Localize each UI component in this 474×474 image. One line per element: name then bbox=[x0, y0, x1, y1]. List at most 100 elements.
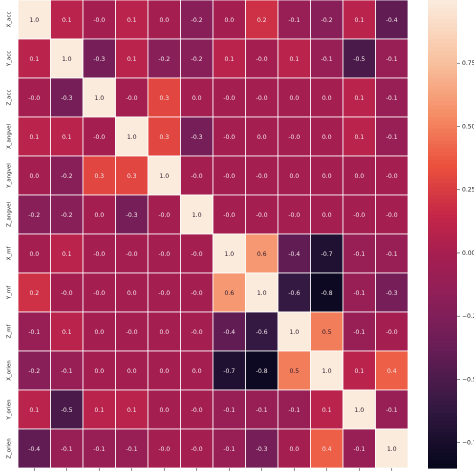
colorbar-band bbox=[428, 0, 457, 5]
colorbar-band bbox=[428, 448, 457, 453]
cell-value-label: 0.0 bbox=[94, 329, 104, 336]
colorbar-band bbox=[428, 23, 457, 28]
cell-value-label: -0.2 bbox=[158, 56, 170, 63]
row-label: Z_mf bbox=[7, 324, 13, 339]
row-label: X_mf bbox=[7, 246, 13, 261]
heatmap-cell bbox=[245, 0, 279, 40]
colorbar-band bbox=[428, 444, 457, 450]
cell-value-label: -0.1 bbox=[288, 407, 300, 414]
cell-value-label: 0.0 bbox=[94, 368, 104, 375]
colorbar-band bbox=[428, 74, 457, 79]
cell-value-label: -0.1 bbox=[61, 446, 73, 453]
colorbar-band bbox=[428, 97, 457, 102]
colorbar-band bbox=[428, 409, 457, 414]
colorbar-band bbox=[428, 370, 457, 375]
heatmap-cell bbox=[180, 311, 214, 352]
cell-value-label: 0.1 bbox=[354, 17, 364, 24]
cell-value-label: 0.0 bbox=[192, 95, 202, 102]
cell-value-label: 0.1 bbox=[289, 56, 299, 63]
heatmap-cell bbox=[50, 0, 84, 40]
heatmap-cell bbox=[310, 311, 344, 352]
cell-value-label: -0.0 bbox=[191, 329, 203, 336]
cell-value-label: -0.3 bbox=[61, 95, 73, 102]
cell-value-label: 1.0 bbox=[62, 56, 72, 63]
colorbar-band bbox=[428, 312, 457, 317]
cell-value-label: 1.0 bbox=[127, 134, 137, 141]
cell-value-label: -0.1 bbox=[353, 329, 365, 336]
heatmap-cell bbox=[115, 194, 149, 235]
heatmap-cell bbox=[375, 233, 409, 274]
heatmap-cell bbox=[82, 428, 116, 469]
colorbar-band bbox=[428, 11, 457, 17]
colorbar-band bbox=[428, 218, 457, 223]
heatmap-cell bbox=[310, 350, 344, 391]
heatmap-cell bbox=[180, 428, 214, 469]
heatmap-cell bbox=[180, 38, 214, 79]
heatmap-cell bbox=[82, 311, 116, 352]
colorbar-band bbox=[428, 417, 457, 422]
colorbar-band bbox=[428, 226, 457, 231]
heatmap-cell bbox=[342, 272, 376, 313]
colorbar-band bbox=[428, 292, 457, 297]
cell-value-label: 0.0 bbox=[159, 368, 169, 375]
colorbar-band bbox=[428, 35, 457, 40]
cell-value-label: 0.0 bbox=[159, 17, 169, 24]
heatmap-cell bbox=[115, 428, 149, 469]
colorbar-band bbox=[428, 175, 457, 180]
cell-value-label: -0.0 bbox=[386, 329, 398, 336]
colorbar-band bbox=[428, 386, 457, 391]
colorbar-band bbox=[428, 390, 457, 395]
cell-value-label: 1.0 bbox=[387, 446, 397, 453]
colorbar-band bbox=[428, 214, 457, 219]
heatmap-cell bbox=[342, 389, 376, 430]
heatmap-cell bbox=[50, 428, 84, 469]
cell-value-label: 0.0 bbox=[322, 95, 332, 102]
heatmap-cell bbox=[212, 311, 246, 352]
cell-value-label: -0.0 bbox=[191, 407, 203, 414]
cell-value-label: -0.0 bbox=[126, 251, 138, 258]
cell-value-label: 0.3 bbox=[159, 95, 169, 102]
cell-value-label: -0.0 bbox=[223, 134, 235, 141]
cell-value-label: 0.3 bbox=[127, 173, 137, 180]
cell-value-label: 0.0 bbox=[289, 95, 299, 102]
colorbar-band bbox=[428, 46, 457, 52]
colorbar-band bbox=[428, 421, 457, 426]
colorbar-band bbox=[428, 300, 457, 305]
colorbar-band bbox=[428, 304, 457, 309]
heatmap-cell bbox=[115, 38, 149, 79]
cell-value-label: 0.0 bbox=[159, 329, 169, 336]
colorbar-band bbox=[428, 382, 457, 387]
heatmap-cell bbox=[115, 233, 149, 274]
colorbar-band bbox=[428, 93, 457, 99]
cell-value-label: -0.1 bbox=[223, 446, 235, 453]
cell-value-label: -0.0 bbox=[288, 212, 300, 219]
colorbar-band bbox=[428, 156, 457, 161]
cell-value-label: 0.1 bbox=[62, 17, 72, 24]
colorbar-band bbox=[428, 195, 457, 200]
cell-value-label: 0.1 bbox=[29, 56, 39, 63]
heatmap-cell bbox=[82, 389, 116, 430]
heatmap-cell bbox=[277, 350, 311, 391]
cell-value-label: 0.5 bbox=[322, 329, 332, 336]
heatmap-cell bbox=[342, 350, 376, 391]
colorbar-band bbox=[428, 58, 457, 63]
heatmap-cell bbox=[50, 155, 84, 196]
heatmap-cell bbox=[147, 233, 181, 274]
colorbar-band bbox=[428, 152, 457, 157]
colorbar-band bbox=[428, 354, 457, 360]
colorbar-band bbox=[428, 284, 457, 290]
cell-value-label: -0.1 bbox=[61, 368, 73, 375]
colorbar-band bbox=[428, 257, 457, 262]
colorbar-band bbox=[428, 148, 457, 153]
colorbar-tick-label: 0.25 bbox=[462, 187, 474, 194]
heatmap-cell bbox=[310, 194, 344, 235]
row-label: Y_mf bbox=[7, 285, 13, 300]
colorbar-band bbox=[428, 343, 457, 348]
heatmap-cell bbox=[245, 38, 279, 79]
cell-value-label: -0.8 bbox=[256, 368, 268, 375]
row-label: X_angvel bbox=[7, 124, 13, 150]
cell-value-label: 0.0 bbox=[257, 134, 267, 141]
heatmap-cell bbox=[375, 77, 409, 118]
cell-value-label: -0.0 bbox=[386, 173, 398, 180]
